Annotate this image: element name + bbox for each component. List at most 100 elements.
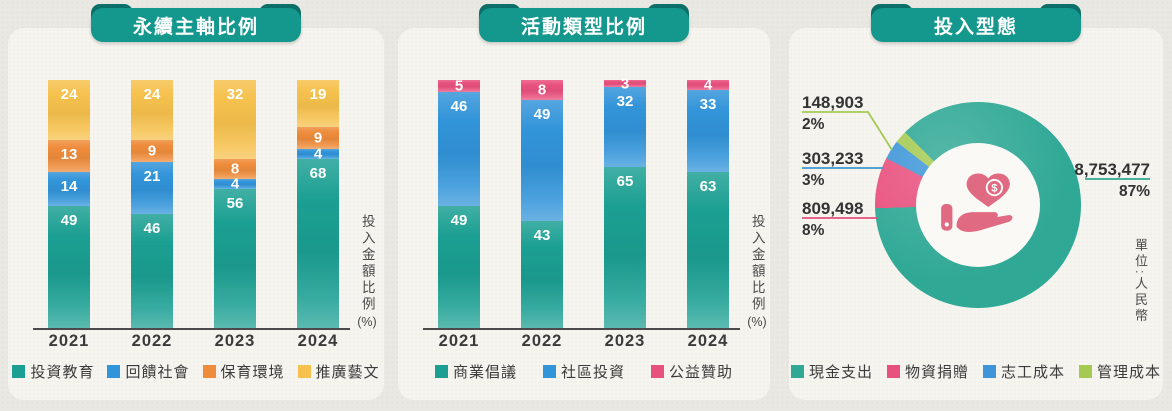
segment-value: 24 xyxy=(143,86,161,103)
segment-environment: 9 xyxy=(131,139,173,163)
segment-sponsorship: 8 xyxy=(521,80,563,100)
segment-value: 32 xyxy=(616,93,634,111)
legend-item: 管理成本 xyxy=(1079,361,1161,382)
stacked-bar-2021: 5 46 49 xyxy=(438,79,480,328)
segment-value: 4 xyxy=(230,175,240,193)
segment-value: 19 xyxy=(309,86,327,103)
segment-value: 63 xyxy=(699,177,717,195)
segment-sponsorship: 3 xyxy=(604,76,646,91)
segment-arts: 24 xyxy=(131,80,173,140)
segment-value: 46 xyxy=(450,98,468,116)
callout-amount-goods-donation: 809,498 xyxy=(802,199,864,218)
segment-arts: 24 xyxy=(48,80,90,140)
segment-arts: 19 xyxy=(297,80,339,128)
segment-value: 21 xyxy=(143,167,161,185)
segment-advocacy: 49 xyxy=(438,206,480,328)
segment-value: 9 xyxy=(147,142,157,160)
y-axis-label: 投入金額比例 (%) xyxy=(745,214,769,329)
legend-label: 投資教育 xyxy=(30,364,95,381)
panel-title: 投入型態 xyxy=(933,16,1018,38)
legend-item: 商業倡議 xyxy=(434,361,517,382)
legend-item: 社區投資 xyxy=(542,361,625,382)
segment-community: 49 xyxy=(521,99,563,222)
segment-value: 4 xyxy=(703,76,713,94)
stacked-bar-2022: 24 9 21 46 xyxy=(131,80,173,329)
legend-swatch xyxy=(542,365,556,378)
callout-percent-goods-donation: 8% xyxy=(802,222,825,239)
svg-text:$: $ xyxy=(991,183,998,195)
x-tick-2024: 2024 xyxy=(687,332,729,350)
callout-percent-volunteer-cost: 3% xyxy=(802,172,825,189)
legend-label: 推廣藝文 xyxy=(315,364,380,381)
segment-value: 65 xyxy=(616,172,634,190)
legend-label: 商業倡議 xyxy=(452,364,517,381)
y-axis-label-text: 投入金額比例 xyxy=(359,214,375,313)
segment-environment: 8 xyxy=(214,159,256,180)
panel-investment-type: 投入型態 $ 148,903 2% 303,233 3% 809,498 8% … xyxy=(789,4,1163,400)
x-tick-2023: 2023 xyxy=(604,332,646,350)
legend-item: 公益贊助 xyxy=(651,361,733,382)
legend-item: 推廣藝文 xyxy=(297,361,380,382)
segment-value: 4 xyxy=(313,145,323,163)
legend-item: 物資捐贈 xyxy=(886,361,969,382)
segment-environment: 13 xyxy=(48,139,90,172)
callout-amount-management-cost: 148,903 xyxy=(802,93,864,112)
segment-value: 49 xyxy=(450,212,468,230)
legend-swatch xyxy=(434,365,448,378)
donut-chart: $ xyxy=(875,102,1081,308)
segment-value: 49 xyxy=(533,105,551,123)
stacked-bar-2023: 32 8 4 56 xyxy=(214,80,256,328)
legend-swatch xyxy=(983,365,996,378)
segment-education: 46 xyxy=(131,213,173,329)
segment-value: 14 xyxy=(60,177,78,195)
segment-society: 4 xyxy=(214,175,256,193)
legend-label: 社區投資 xyxy=(560,364,625,381)
legend-item: 現金支出 xyxy=(790,361,873,382)
segment-value: 8 xyxy=(230,160,240,178)
segment-value: 49 xyxy=(60,212,78,230)
x-tick-2024: 2024 xyxy=(297,332,339,350)
y-axis-unit: (%) xyxy=(357,315,377,329)
segment-value: 32 xyxy=(226,86,244,103)
segment-environment: 9 xyxy=(297,127,339,150)
stacked-bar-2023: 3 32 65 xyxy=(604,76,646,329)
segment-value: 56 xyxy=(226,195,244,213)
stacked-bar-2024: 19 9 4 68 xyxy=(297,80,339,328)
x-tick-2022: 2022 xyxy=(521,332,563,350)
segment-society: 21 xyxy=(131,161,173,214)
segment-value: 46 xyxy=(143,219,161,237)
x-tick-2022: 2022 xyxy=(131,332,173,350)
segment-sponsorship: 4 xyxy=(687,76,729,94)
segment-value: 24 xyxy=(60,86,78,103)
callout-percent-management-cost: 2% xyxy=(802,116,825,133)
panel-title: 永續主軸比例 xyxy=(132,16,259,38)
segment-society: 4 xyxy=(297,145,339,163)
segment-value: 43 xyxy=(533,227,551,245)
callout-amount-cash-expenditure: 8,753,477 xyxy=(1074,160,1150,179)
legend-swatch xyxy=(651,365,664,378)
segment-value: 33 xyxy=(699,95,717,113)
segment-education: 56 xyxy=(214,189,256,328)
segment-society: 14 xyxy=(48,171,90,207)
panel-title: 活動類型比例 xyxy=(520,16,647,38)
y-axis-label: 投入金額比例 (%) xyxy=(355,214,379,329)
segment-value: 13 xyxy=(60,145,78,163)
y-axis-unit: (%) xyxy=(747,315,767,329)
x-tick-2021: 2021 xyxy=(48,332,90,350)
legend-swatch xyxy=(12,365,26,378)
segment-community: 33 xyxy=(687,89,729,172)
segment-value: 68 xyxy=(309,165,327,183)
panel-title-ribbon: 活動類型比例 xyxy=(479,4,689,42)
donut-hole: $ xyxy=(916,143,1040,267)
legend: 投資教育 回饋社會 保育環境 推廣藝文 xyxy=(8,361,384,382)
legend: 商業倡議 社區投資 公益贊助 xyxy=(398,361,770,382)
segment-value: 3 xyxy=(620,75,630,93)
unit-note: 單位:人民幣 xyxy=(1133,238,1148,325)
callout-amount-volunteer-cost: 303,233 xyxy=(802,149,864,168)
legend-item: 投資教育 xyxy=(12,361,94,382)
x-tick-2021: 2021 xyxy=(438,332,480,350)
segment-advocacy: 43 xyxy=(521,221,563,328)
legend-label: 現金支出 xyxy=(808,364,873,381)
segment-value: 9 xyxy=(313,129,323,147)
